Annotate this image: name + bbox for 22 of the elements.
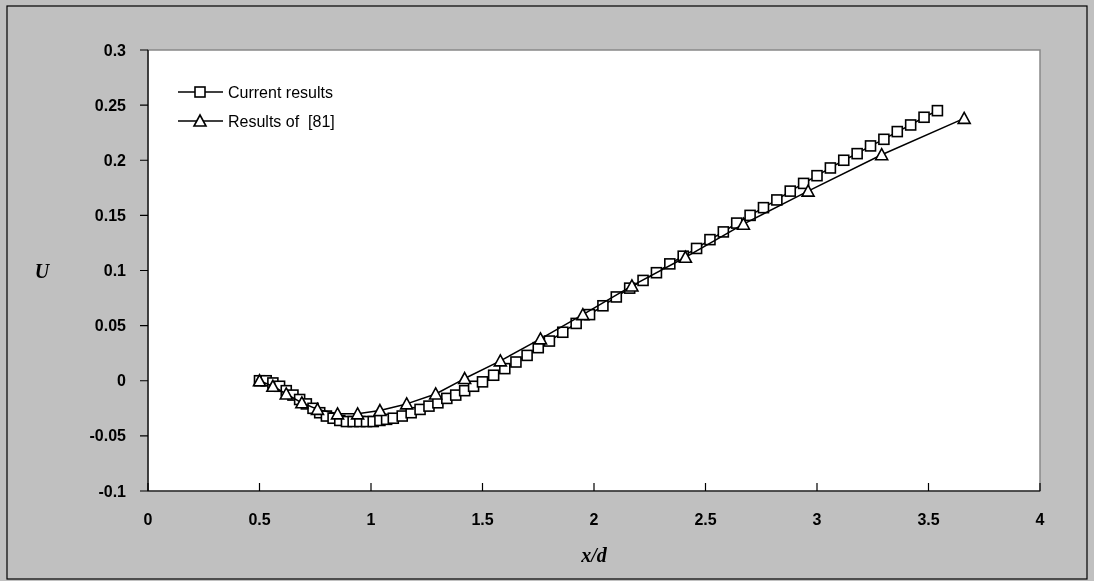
x-axis-title: x/d xyxy=(580,544,608,566)
legend-label: Results of [81] xyxy=(228,112,335,130)
y-tick-label: 0.25 xyxy=(94,96,127,114)
x-tick-label: 0 xyxy=(143,511,153,528)
y-tick-label: 0.15 xyxy=(94,206,127,224)
x-tick-label: 1.5 xyxy=(471,511,494,528)
y-tick-label: 0.2 xyxy=(103,151,127,169)
y-tick-label: 0 xyxy=(117,372,127,390)
x-tick-label: 4 xyxy=(1035,511,1045,528)
legend-label: Current results xyxy=(228,83,333,101)
y-tick-label: -0.05 xyxy=(89,427,127,445)
x-tick-label: 1 xyxy=(366,511,376,528)
y-tick-label: 0.05 xyxy=(94,317,127,335)
x-tick-label: 0.5 xyxy=(248,511,271,528)
x-tick-label: 2 xyxy=(589,511,599,528)
y-tick-label: 0.1 xyxy=(103,262,127,280)
y-tick-label: 0.3 xyxy=(103,41,127,59)
x-tick-label: 2.5 xyxy=(694,511,717,528)
y-tick-label: -0.1 xyxy=(98,482,127,500)
y-axis-title: U xyxy=(34,259,51,282)
x-tick-label: 3 xyxy=(812,511,822,528)
x-tick-label: 3.5 xyxy=(917,511,940,528)
